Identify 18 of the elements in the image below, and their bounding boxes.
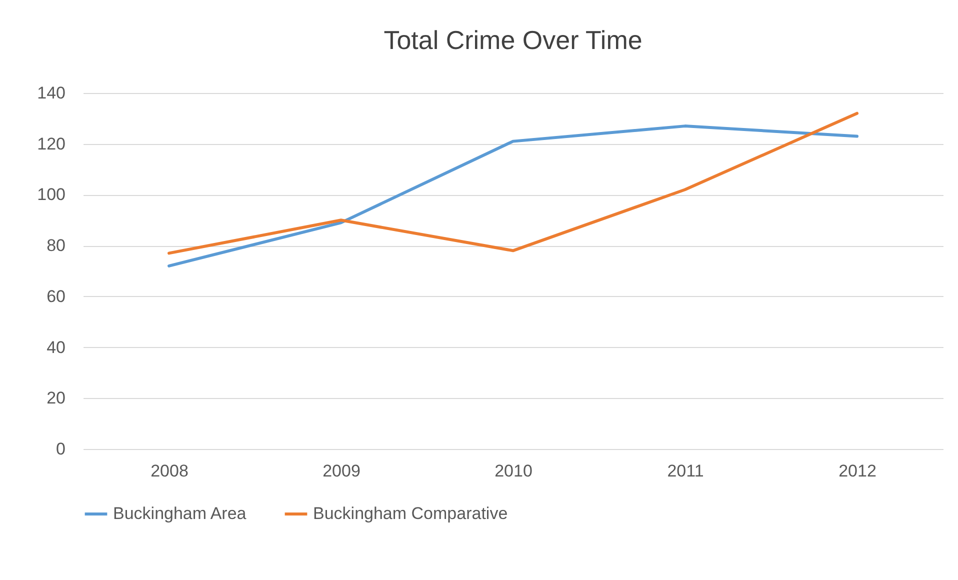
line-series <box>168 112 858 255</box>
y-tick-label: 140 <box>37 84 66 102</box>
y-tick-label: 0 <box>56 440 66 458</box>
x-tick-label: 2008 <box>150 462 188 480</box>
y-tick-label: 120 <box>37 134 66 154</box>
x-tick-label: 2012 <box>838 462 876 480</box>
x-tick-label: 2009 <box>322 462 360 480</box>
y-tick-label: 40 <box>46 338 66 357</box>
y-tick-label: 100 <box>37 185 66 204</box>
legend-label: Buckingham Area <box>113 504 247 523</box>
line-series <box>168 124 858 268</box>
y-tick-label: 60 <box>46 286 66 306</box>
chart-title: Total Crime Over Time <box>384 25 642 55</box>
y-tick-label: 80 <box>46 236 66 256</box>
x-tick-label: 2011 <box>667 462 704 480</box>
legend-label: Buckingham Comparative <box>313 504 508 523</box>
x-tick-label: 2010 <box>494 462 532 480</box>
y-tick-label: 20 <box>46 388 66 408</box>
